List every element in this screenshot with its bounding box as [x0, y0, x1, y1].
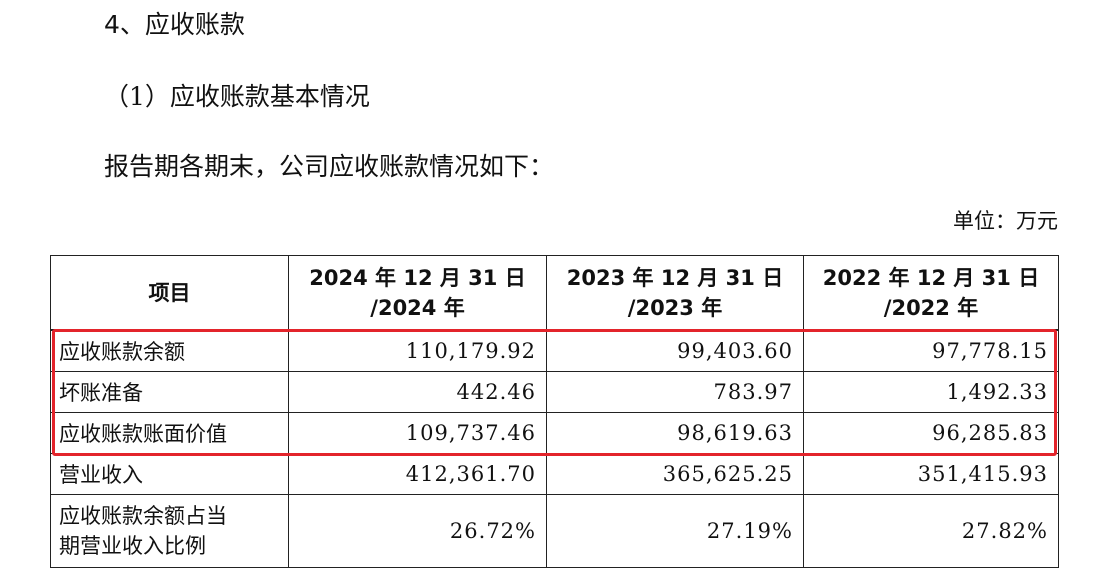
header-2023-line1: 2023 年 12 月 31 日	[566, 265, 784, 290]
cell-2022: 96,285.83	[803, 412, 1059, 454]
row-label: 应收账款账面价值	[50, 412, 289, 454]
table-header-row: 项目 2024 年 12 月 31 日 /2024 年 2023 年 12 月 …	[50, 255, 1059, 331]
cell-2023: 99,403.60	[546, 329, 804, 372]
cell-2023: 365,625.25	[546, 453, 804, 495]
header-item: 项目	[50, 255, 289, 331]
header-2023-line2: /2023 年	[627, 295, 723, 320]
subsection-heading: （1）应收账款基本情况	[104, 82, 370, 111]
row-label: 坏账准备	[50, 371, 289, 413]
row-label-line1: 应收账款余额占当	[59, 504, 227, 528]
header-2024: 2024 年 12 月 31 日 /2024 年	[288, 255, 547, 331]
header-2023: 2023 年 12 月 31 日 /2023 年	[546, 255, 804, 331]
table-row-book-value: 应收账款账面价值 109,737.46 98,619.63 96,285.83	[50, 412, 1059, 454]
cell-2024: 26.72%	[288, 494, 547, 568]
cell-2023: 27.19%	[546, 494, 804, 568]
unit-label: 单位：万元	[953, 209, 1058, 233]
header-2022-line1: 2022 年 12 月 31 日	[822, 265, 1040, 290]
row-label: 营业收入	[50, 453, 289, 495]
receivables-table: 项目 2024 年 12 月 31 日 /2024 年 2023 年 12 月 …	[50, 255, 1059, 568]
header-item-label: 项目	[148, 280, 191, 305]
row-label-line2: 期营业收入比例	[59, 534, 206, 558]
cell-2022: 1,492.33	[803, 371, 1059, 413]
cell-2024: 109,737.46	[288, 412, 547, 454]
cell-2022: 97,778.15	[803, 329, 1059, 372]
header-2022-line2: /2022 年	[883, 295, 979, 320]
cell-2024: 110,179.92	[288, 329, 547, 372]
table-row-receivables-ratio: 应收账款余额占当 期营业收入比例 26.72% 27.19% 27.82%	[50, 494, 1059, 568]
row-label: 应收账款余额占当 期营业收入比例	[50, 494, 289, 568]
cell-2022: 351,415.93	[803, 453, 1059, 495]
table-row-bad-debt-provision: 坏账准备 442.46 783.97 1,492.33	[50, 371, 1059, 413]
cell-2024: 412,361.70	[288, 453, 547, 495]
table-row-receivables-balance: 应收账款余额 110,179.92 99,403.60 97,778.15	[50, 329, 1059, 372]
table-row-operating-revenue: 营业收入 412,361.70 365,625.25 351,415.93	[50, 453, 1059, 495]
intro-paragraph: 报告期各期末，公司应收账款情况如下：	[104, 152, 555, 181]
header-2024-line2: /2024 年	[370, 295, 465, 320]
cell-2024: 442.46	[288, 371, 547, 413]
cell-2023: 783.97	[546, 371, 804, 413]
row-label: 应收账款余额	[50, 329, 289, 372]
header-2024-line1: 2024 年 12 月 31 日	[309, 265, 526, 290]
section-heading: 4、应收账款	[104, 10, 245, 39]
cell-2022: 27.82%	[803, 494, 1059, 568]
header-2022: 2022 年 12 月 31 日 /2022 年	[803, 255, 1059, 331]
cell-2023: 98,619.63	[546, 412, 804, 454]
